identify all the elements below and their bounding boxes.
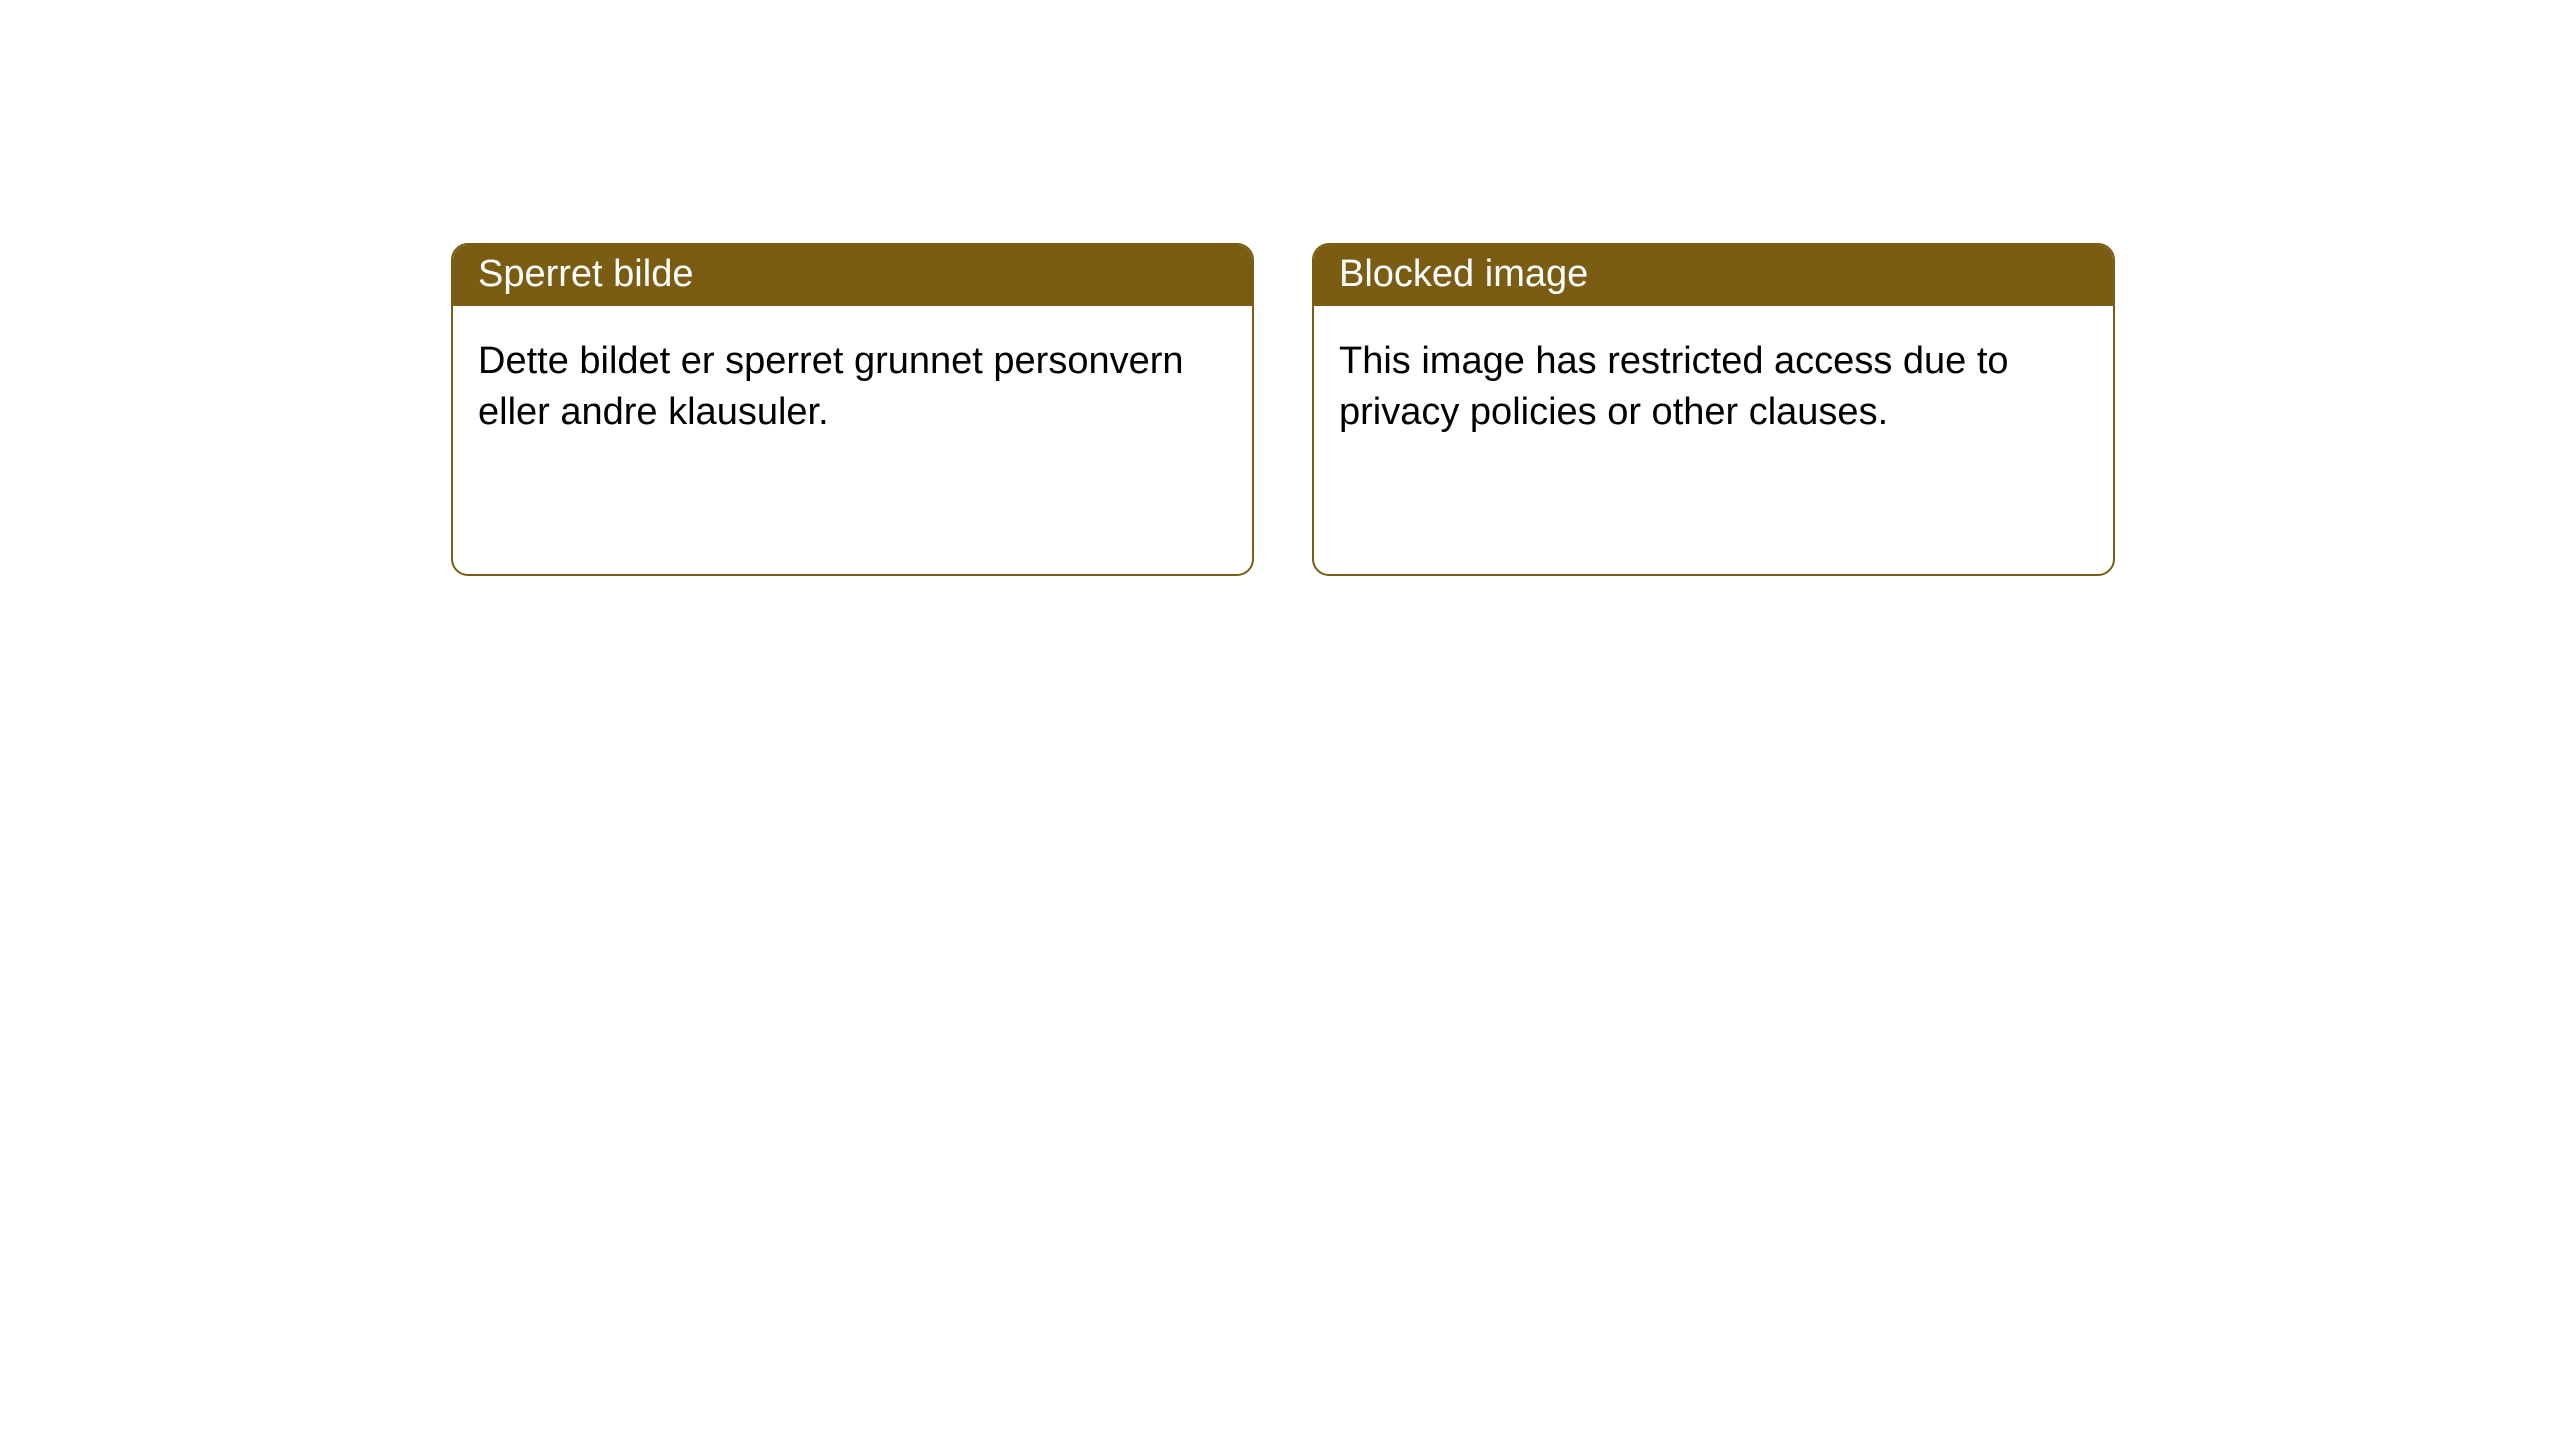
notice-body-text: This image has restricted access due to …	[1339, 340, 2009, 433]
notice-title: Blocked image	[1339, 253, 1588, 295]
notice-body-text: Dette bildet er sperret grunnet personve…	[478, 340, 1184, 433]
notice-box-norwegian: Sperret bilde Dette bildet er sperret gr…	[451, 243, 1254, 576]
notice-body: Dette bildet er sperret grunnet personve…	[453, 306, 1252, 467]
notice-box-english: Blocked image This image has restricted …	[1312, 243, 2115, 576]
notice-header: Sperret bilde	[453, 245, 1252, 306]
notice-title: Sperret bilde	[478, 253, 693, 295]
notice-body: This image has restricted access due to …	[1314, 306, 2113, 467]
notice-container: Sperret bilde Dette bildet er sperret gr…	[0, 0, 2560, 576]
notice-header: Blocked image	[1314, 245, 2113, 306]
